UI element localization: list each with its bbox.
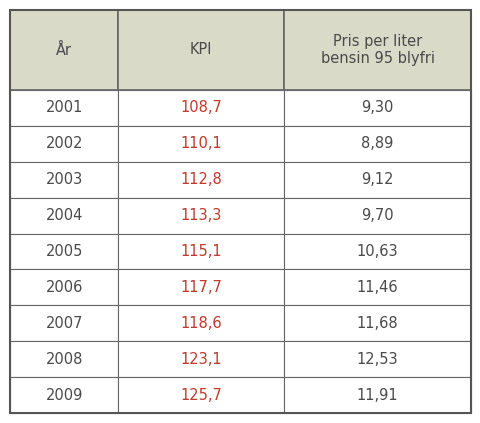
Text: 2007: 2007 <box>45 316 83 331</box>
Bar <box>10 233 118 269</box>
Bar <box>284 377 470 413</box>
Text: 2003: 2003 <box>46 172 83 187</box>
Bar <box>10 10 118 90</box>
Bar <box>10 341 118 377</box>
Text: Pris per liter
bensin 95 blyfri: Pris per liter bensin 95 blyfri <box>320 34 434 66</box>
Text: 108,7: 108,7 <box>180 100 222 115</box>
Bar <box>10 90 118 126</box>
Text: 11,46: 11,46 <box>356 280 397 295</box>
Bar <box>118 269 284 305</box>
Bar <box>118 341 284 377</box>
Text: 2002: 2002 <box>45 136 83 151</box>
Bar <box>284 162 470 198</box>
Bar <box>284 10 470 90</box>
Text: År: År <box>56 42 72 58</box>
Bar <box>118 126 284 162</box>
Bar <box>118 162 284 198</box>
Bar <box>284 305 470 341</box>
Text: 115,1: 115,1 <box>180 244 222 259</box>
Bar <box>284 233 470 269</box>
Text: 2008: 2008 <box>46 352 83 367</box>
Text: 2005: 2005 <box>46 244 83 259</box>
Text: 118,6: 118,6 <box>180 316 222 331</box>
Text: 123,1: 123,1 <box>180 352 222 367</box>
Text: 117,7: 117,7 <box>180 280 222 295</box>
Text: 112,8: 112,8 <box>180 172 222 187</box>
Bar <box>10 126 118 162</box>
Text: 125,7: 125,7 <box>180 387 222 403</box>
Text: 9,30: 9,30 <box>360 100 393 115</box>
Bar <box>118 305 284 341</box>
Bar <box>118 10 284 90</box>
Text: 2004: 2004 <box>46 208 83 223</box>
Text: 8,89: 8,89 <box>360 136 393 151</box>
Text: 11,91: 11,91 <box>356 387 397 403</box>
Text: 10,63: 10,63 <box>356 244 397 259</box>
Text: 110,1: 110,1 <box>180 136 222 151</box>
Text: 9,12: 9,12 <box>360 172 393 187</box>
Bar <box>118 90 284 126</box>
Bar <box>118 198 284 233</box>
Text: 2001: 2001 <box>46 100 83 115</box>
Text: 12,53: 12,53 <box>356 352 397 367</box>
Bar <box>284 90 470 126</box>
Text: 11,68: 11,68 <box>356 316 397 331</box>
Text: 2006: 2006 <box>46 280 83 295</box>
Text: KPI: KPI <box>190 42 212 58</box>
Bar <box>10 269 118 305</box>
Bar <box>118 377 284 413</box>
Text: 113,3: 113,3 <box>180 208 222 223</box>
Text: 9,70: 9,70 <box>360 208 393 223</box>
Text: 2009: 2009 <box>46 387 83 403</box>
Bar <box>10 305 118 341</box>
Bar <box>284 198 470 233</box>
Bar <box>118 233 284 269</box>
Bar <box>10 377 118 413</box>
Bar <box>10 162 118 198</box>
Bar <box>10 198 118 233</box>
Bar <box>284 341 470 377</box>
Bar <box>284 269 470 305</box>
Bar <box>284 126 470 162</box>
